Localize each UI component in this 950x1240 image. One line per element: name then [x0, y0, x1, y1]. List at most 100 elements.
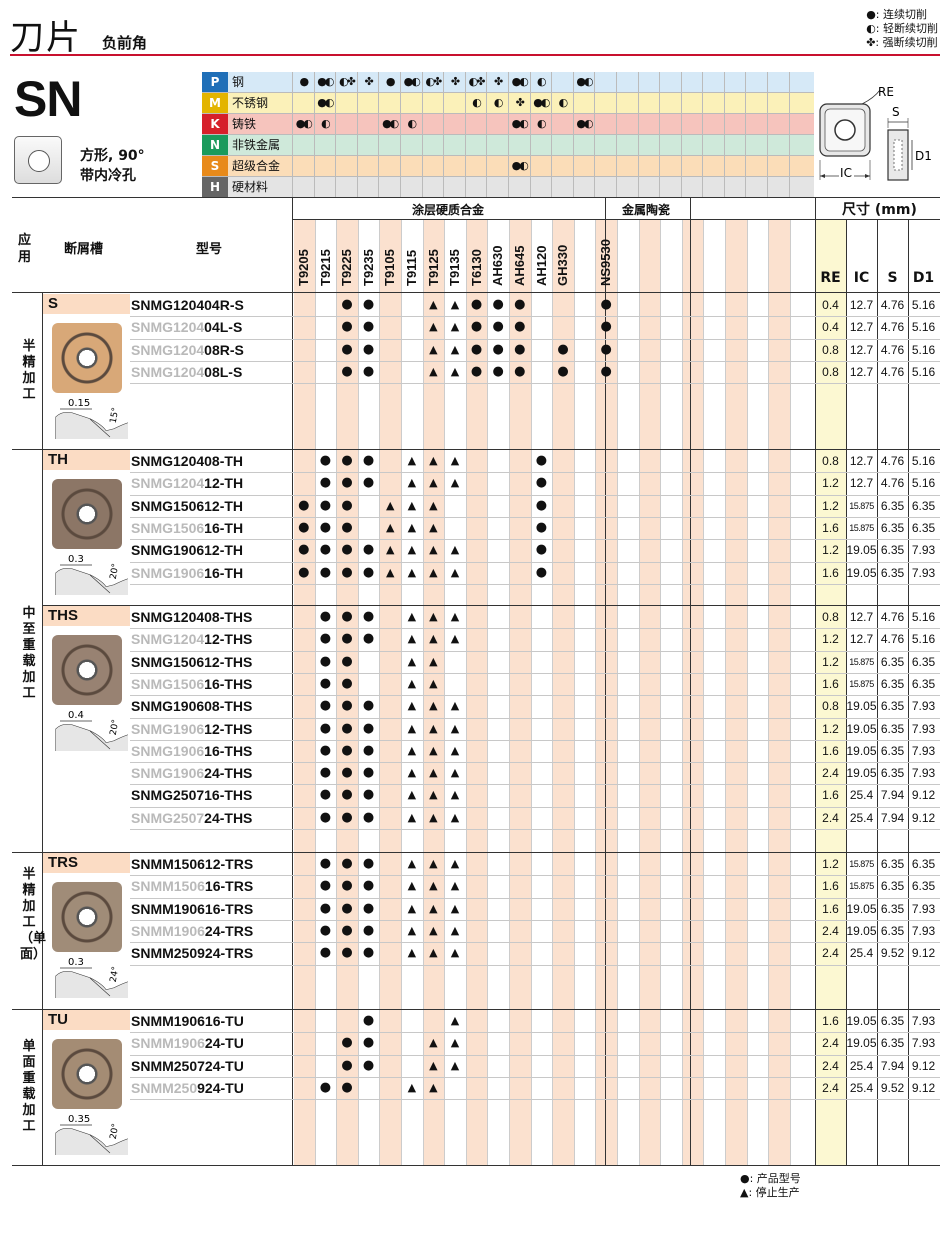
- discontinued-triangle: ▲: [407, 810, 417, 824]
- model-prefix: SNMG1506: [131, 519, 205, 536]
- model-prefix: SNMG1204: [131, 631, 205, 648]
- grade-ns9530: NS9530: [598, 239, 614, 286]
- material-cell: [443, 93, 465, 113]
- dim-header-re: RE: [820, 270, 841, 286]
- material-cell: ●◐: [292, 114, 314, 134]
- row-rule: [130, 472, 940, 474]
- material-cell: [594, 93, 616, 113]
- model-prefix: SNMG1204: [131, 319, 205, 336]
- discontinued-triangle: ▲: [450, 610, 460, 623]
- material-cell: [551, 114, 573, 134]
- grade-column-stripe: [682, 220, 704, 1165]
- dim-value-d1: 5.16: [911, 320, 936, 335]
- model-code: SNMG120404L-S: [131, 316, 242, 338]
- material-cells: ●◐: [292, 156, 814, 176]
- material-cell: [572, 135, 595, 155]
- discontinued-triangle: ▲: [429, 676, 438, 690]
- available-dot: ●: [362, 878, 375, 894]
- material-cell: [788, 72, 811, 92]
- dim-value-s: 4.76: [880, 298, 905, 312]
- material-cell: [659, 93, 681, 113]
- discontinued-triangle: ▲: [429, 946, 438, 960]
- material-cell: [464, 114, 487, 134]
- model-suffix: 08R-S: [204, 341, 244, 358]
- grade-t9105: T9105: [382, 249, 398, 286]
- available-dot: ●: [600, 319, 612, 335]
- discontinued-triangle: ▲: [429, 743, 438, 757]
- material-cell: ●◐: [399, 72, 422, 92]
- model-code: SNMM190616-TU: [131, 1010, 244, 1032]
- model-prefix: SNMG1204: [131, 363, 205, 380]
- material-cell: ✤: [486, 72, 508, 92]
- shape-line-2: 带内冷孔: [80, 168, 136, 184]
- material-cell: [723, 135, 746, 155]
- page-title: 刀片: [10, 18, 82, 58]
- available-dot: ●: [362, 341, 375, 357]
- breaker-insert-image: [52, 323, 122, 393]
- section-rule: [12, 1009, 940, 1010]
- re-label: RE: [878, 85, 894, 99]
- dim-value-ic: 25.4: [849, 788, 874, 803]
- row-rule: [130, 583, 940, 585]
- dim-value-ic: 12.7: [849, 610, 874, 624]
- model-code: SNMM250724-TU: [131, 1055, 244, 1077]
- footer-legend: ●: 产品型号 ▲: 停止生产: [740, 1172, 801, 1200]
- row-rule: [130, 897, 940, 899]
- model-code: SNMG250716-THS: [131, 784, 252, 806]
- material-cell: [464, 156, 487, 176]
- material-name: 铸铁: [232, 117, 257, 131]
- discontinued-triangle: ▲: [407, 454, 417, 467]
- material-cell: [421, 177, 444, 197]
- dim-value-s: 6.35: [880, 1014, 905, 1028]
- material-cell: [356, 135, 379, 155]
- discontinued-triangle: ▲: [450, 946, 460, 960]
- material-name: 超级合金: [232, 159, 281, 173]
- material-cell: [399, 135, 422, 155]
- material-cell: ●◐: [529, 93, 552, 113]
- square-insert-icon: [14, 136, 62, 184]
- profile-angle: 24°: [109, 966, 122, 983]
- dim-value-s: 6.35: [880, 699, 905, 714]
- available-dot: ●: [319, 609, 332, 624]
- row-rule: [130, 316, 940, 318]
- header-rule: [10, 54, 940, 56]
- available-dot: ●: [319, 631, 332, 647]
- material-cell: [529, 156, 552, 176]
- available-dot: ●: [362, 297, 375, 312]
- discontinued-triangle: ▲: [450, 454, 460, 467]
- material-cells: [292, 177, 814, 197]
- material-cell: [356, 156, 379, 176]
- dim-value-d1: 6.35: [911, 520, 936, 535]
- material-cell: [615, 114, 638, 134]
- grade-t9225: T9225: [339, 249, 355, 286]
- breaker-insert-image: [52, 479, 122, 549]
- header-coated-carbide: 涂层硬质合金: [412, 203, 485, 217]
- discontinued-triangle: ▲: [429, 364, 438, 378]
- material-cell: ◐: [529, 114, 552, 134]
- material-cell: [594, 72, 616, 92]
- model-prefix: SNMG1906: [131, 765, 205, 782]
- model-suffix: 16-TH: [204, 564, 244, 581]
- profile-angle: 15°: [109, 407, 122, 424]
- available-dot: ●: [341, 631, 353, 647]
- grade-col-separator: [444, 220, 446, 1165]
- available-dot: ●: [319, 453, 332, 468]
- model-suffix: SNMM190616-TRS: [131, 900, 254, 917]
- dim-value-ic: 25.4: [849, 810, 874, 825]
- material-cell: ●◐: [507, 72, 530, 92]
- model-code: SNMG120412-THS: [131, 628, 252, 650]
- available-dot: ●: [341, 297, 353, 312]
- breaker-tag-s: S: [43, 294, 130, 314]
- ic-label: IC: [840, 166, 852, 180]
- application-label: 半精加工: [22, 339, 36, 402]
- row-rule: [130, 1054, 940, 1056]
- row-rule: [130, 672, 940, 674]
- model-suffix: 24-TRS: [204, 922, 254, 939]
- material-cell: [292, 135, 314, 155]
- available-dot: ●: [600, 341, 612, 357]
- available-dot: ●: [341, 363, 353, 379]
- available-dot: ●: [362, 564, 375, 580]
- discontinued-triangle: ▲: [407, 857, 417, 870]
- dim-value-ic: 19.05: [846, 743, 877, 758]
- discontinued-triangle: ▲: [429, 476, 438, 490]
